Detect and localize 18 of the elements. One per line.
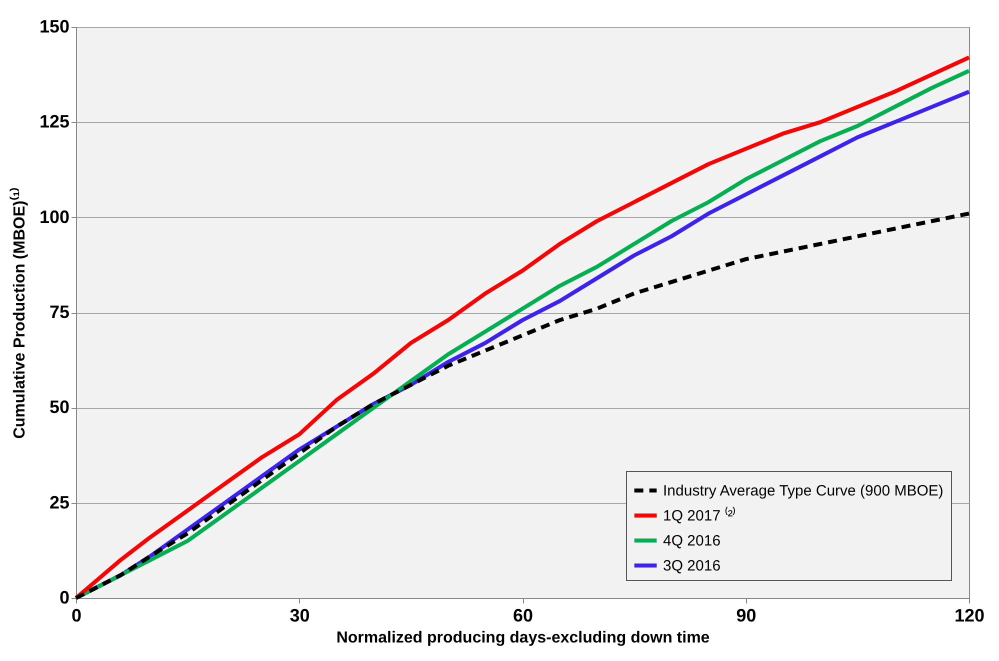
legend-label: Industry Average Type Curve (900 MBOE) (663, 482, 944, 500)
y-axis-title: Cumulative Production (MBOE)⁽¹⁾ (9, 187, 28, 439)
x-tick-label: 30 (290, 606, 310, 626)
legend-label: 1Q 2017 ⁽²⁾ (663, 506, 736, 524)
legend-label: 3Q 2016 (663, 558, 721, 574)
x-tick-label: 90 (736, 606, 756, 626)
x-tick-label: 60 (512, 606, 534, 626)
y-tick-label: 100 (39, 206, 70, 227)
y-tick-label: 150 (39, 16, 70, 36)
y-tick-label: 75 (49, 302, 70, 322)
legend-label: 4Q 2016 (663, 532, 721, 550)
y-tick-label: 0 (59, 588, 70, 608)
x-axis-title: Normalized producing days-excluding down time (336, 630, 710, 646)
x-tick-label: 120 (954, 606, 985, 626)
y-tick-label: 125 (39, 112, 70, 132)
y-tick-label: 50 (49, 397, 70, 418)
y-tick-label: 25 (49, 492, 70, 512)
x-tick-label: 0 (71, 606, 82, 626)
